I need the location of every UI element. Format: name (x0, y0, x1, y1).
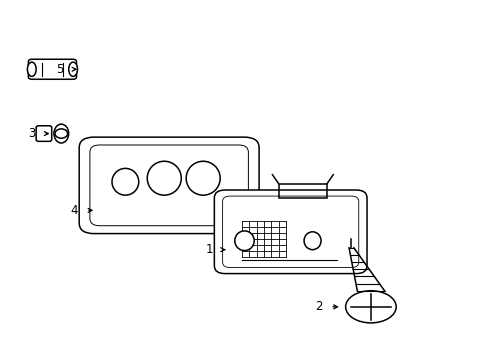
FancyBboxPatch shape (214, 190, 366, 274)
Bar (278, 184, 326, 198)
Ellipse shape (27, 62, 36, 76)
Text: 4: 4 (71, 204, 78, 217)
Text: 2: 2 (314, 300, 322, 313)
FancyBboxPatch shape (90, 145, 248, 226)
Ellipse shape (234, 231, 254, 251)
Ellipse shape (304, 232, 321, 249)
Ellipse shape (69, 62, 77, 76)
Text: 1: 1 (205, 243, 212, 256)
FancyBboxPatch shape (36, 126, 52, 141)
FancyBboxPatch shape (28, 59, 76, 79)
Ellipse shape (54, 124, 68, 143)
FancyBboxPatch shape (222, 196, 358, 267)
Text: 5: 5 (56, 63, 63, 76)
FancyBboxPatch shape (79, 137, 259, 234)
Text: 3: 3 (28, 127, 35, 140)
Ellipse shape (345, 291, 395, 323)
